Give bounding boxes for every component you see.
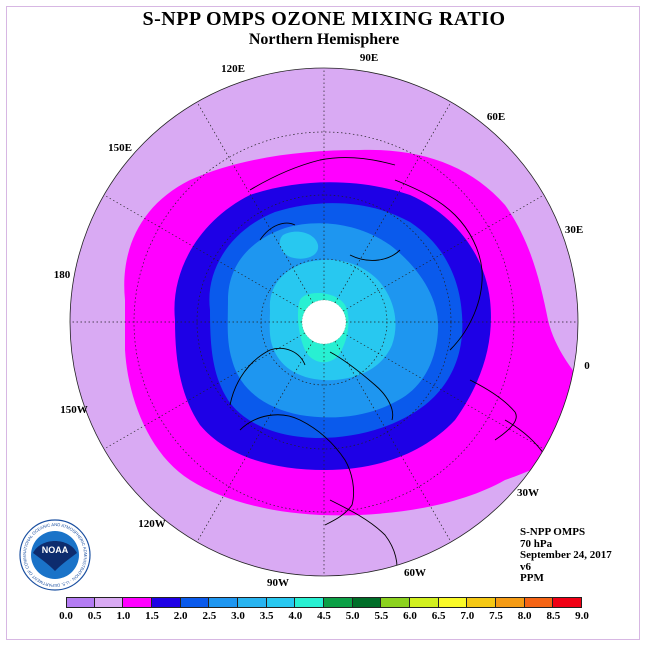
colorbar-tick-label: 8.0 (517, 610, 532, 622)
colorbar-tick-label: 7.0 (460, 610, 475, 622)
colorbar-swatch (94, 597, 124, 608)
south-america-coast (329, 499, 398, 576)
siberia-coast (249, 157, 396, 191)
colorbar-tick-label: 3.5 (259, 610, 274, 622)
colorbar-tick-label: 5.5 (374, 610, 389, 622)
colorbar-tick-label: 3.0 (231, 610, 245, 622)
eurasia-coast (394, 179, 483, 351)
lon-label-0: 0 (584, 360, 590, 372)
colorbar-tick-label: 2.0 (173, 610, 188, 622)
lon-label-90e: 90E (360, 52, 378, 64)
meridian-line (342, 194, 545, 312)
lon-label-90w: 90W (267, 577, 289, 589)
colorbar-tick-label: 4.0 (288, 610, 303, 622)
lon-label-60w: 60W (404, 567, 426, 579)
lon-label-150e: 150E (108, 142, 132, 154)
colorbar-tick-label: 0.5 (87, 610, 102, 622)
colorbar-border (66, 597, 582, 608)
colorbar-swatch (238, 597, 267, 608)
lon-label-60e: 60E (487, 111, 505, 123)
meridian-line (196, 101, 314, 304)
meridian-line (334, 101, 452, 304)
meridian-line (103, 194, 306, 312)
pole-no-data (302, 300, 346, 344)
lon-label-150w: 150W (60, 404, 88, 416)
longitude-labels: 90E 60E 30E 0 30W 60W 90W 120W 150W 180 … (54, 52, 591, 589)
info-date: September 24, 2017 (520, 549, 612, 561)
info-units: PPM (520, 572, 544, 584)
colorbar-tick-label: 7.5 (489, 610, 503, 622)
colorbar-tick-label: 6.5 (431, 610, 446, 622)
colorbar-swatch (496, 597, 525, 608)
map-subtitle: Northern Hemisphere (248, 31, 400, 48)
colorbar-tick-label: 1.5 (145, 610, 159, 622)
colorbar-swatch (524, 597, 554, 608)
colorbar-swatch (324, 597, 353, 608)
meridian-line (342, 332, 545, 450)
info-version: v6 (520, 560, 531, 573)
logo-bird (33, 541, 77, 571)
lon-label-120e: 120E (221, 63, 245, 75)
graticule (70, 68, 578, 576)
colorbar-tick-label: 9.0 (575, 610, 589, 622)
colorbar-swatch (381, 597, 410, 608)
colorbar-tick-label: 0.0 (59, 610, 73, 622)
colorbar-swatch (352, 597, 382, 608)
lon-label-30e: 30E (565, 224, 583, 236)
greenland-coast (329, 351, 394, 421)
map-boundary (69, 67, 579, 577)
meridian-line (103, 332, 306, 450)
map-title: S-NPP OMPS OZONE MIXING RATIO (142, 8, 506, 30)
ozone-band-3-0-patch (279, 231, 319, 259)
meridian-line (334, 340, 452, 543)
lon-label-30w: 30W (517, 487, 539, 499)
info-level: 70 hPa (520, 537, 553, 550)
colorbar-swatch (180, 597, 210, 608)
colorbar-swatch (266, 597, 296, 608)
colorbar-swatch (295, 597, 324, 608)
lon-label-180: 180 (54, 269, 71, 281)
colorbar-swatch (438, 597, 468, 608)
product-info: S-NPP OMPS 70 hPa September 24, 2017 v6 … (520, 526, 612, 585)
colorbar-swatch (467, 597, 496, 608)
colorbar-swatch (410, 597, 439, 608)
colorbar-tick-label: 8.5 (546, 610, 561, 622)
logo-text: NOAA (42, 545, 69, 555)
colorbar-tick-label: 6.0 (403, 610, 417, 622)
colorbar-swatch (123, 597, 152, 608)
meridian-line (196, 340, 314, 543)
europe-coast (469, 379, 517, 441)
colorbar-tick-label: 1.0 (116, 610, 131, 622)
info-instrument: S-NPP OMPS (520, 526, 586, 538)
north-america-coast (239, 414, 355, 526)
canada-coast (229, 347, 306, 406)
colorbar-swatch (152, 597, 181, 608)
colorbar-swatch (209, 597, 238, 608)
colorbar-tick-label: 5.0 (345, 610, 360, 622)
colorbar (66, 597, 582, 608)
noaa-logo: NOAA NATIONAL OCEANIC AND ATMOSPHERIC AD… (19, 519, 91, 591)
arctic-coast-1 (259, 222, 296, 241)
page-frame (6, 6, 640, 640)
colorbar-swatch (66, 597, 95, 608)
ozone-field (70, 68, 578, 576)
meridians (70, 68, 578, 576)
colorbar-tick-label: 2.5 (202, 610, 217, 622)
arctic-coast-2 (349, 249, 401, 261)
lon-label-120w: 120W (138, 518, 166, 530)
colorbar-tick-label: 4.5 (317, 610, 331, 622)
